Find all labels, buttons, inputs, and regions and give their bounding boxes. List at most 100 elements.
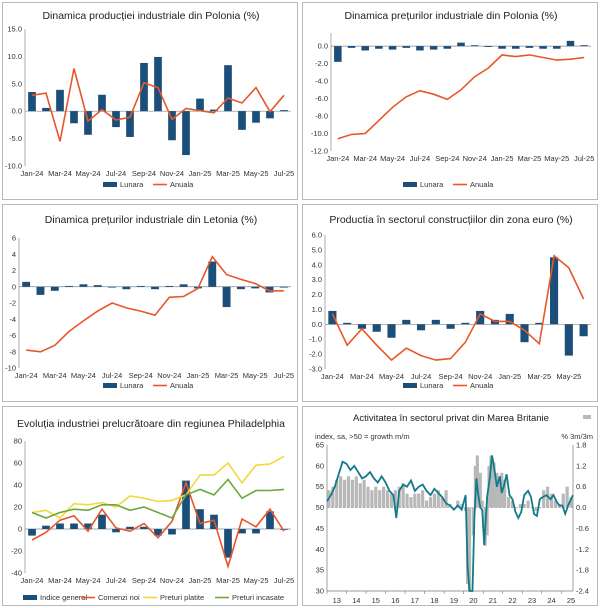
- bar-3m3m: [444, 490, 448, 508]
- bar-lunara: [564, 324, 573, 356]
- bar-lunara: [328, 310, 337, 325]
- y-tick-label-left: 45: [316, 524, 324, 533]
- x-tick-label: May-25: [556, 372, 581, 381]
- x-tick-label: Jan-24: [321, 372, 344, 381]
- x-tick-label: May-24: [75, 576, 100, 585]
- bar-lunara: [222, 286, 231, 308]
- bar-lunara: [36, 286, 45, 295]
- bar-lunara: [28, 92, 36, 112]
- bar-lunara: [525, 46, 534, 48]
- bar-lunara: [22, 281, 31, 287]
- bar-3m3m: [331, 486, 335, 508]
- x-tick-label: Jul-24: [102, 371, 122, 380]
- bar-lunara: [549, 257, 559, 325]
- bar-lunara: [98, 94, 106, 112]
- y-tick-label-right: 1.2: [576, 461, 586, 470]
- bar-3m3m: [335, 479, 339, 508]
- bar-3m3m: [498, 479, 502, 508]
- bar-3m3m: [424, 500, 429, 508]
- y-tick-label: 2: [12, 266, 16, 275]
- legend-swatch: [103, 182, 117, 187]
- chart-price-pl: Dinamica prețurilor industriale din Polo…: [311, 10, 594, 189]
- legend-swatch: [583, 415, 591, 419]
- y-tick-label-left: 30: [316, 587, 324, 596]
- x-tick-label: Jul-25: [274, 169, 294, 178]
- bar-lunara: [140, 62, 148, 112]
- bar-lunara: [279, 286, 288, 288]
- bar-lunara: [252, 111, 260, 123]
- bar-lunara: [484, 46, 493, 47]
- chart-title: Evoluția industriei prelucrătoare din re…: [17, 418, 285, 430]
- y-tick-label: -4.0: [315, 77, 328, 86]
- bar-lunara: [334, 46, 342, 62]
- y-tick-label: 1.0: [312, 305, 322, 314]
- x-tick-label: Jan-24: [21, 169, 44, 178]
- bar-indice-general: [140, 526, 148, 529]
- y-tick-label: 4: [12, 250, 16, 259]
- y-tick-label-right: 0.0: [576, 503, 586, 512]
- y-tick-label-left: 60: [316, 461, 324, 470]
- bar-lunara: [402, 46, 411, 48]
- bar-3m3m: [561, 493, 565, 508]
- bar-lunara: [511, 46, 520, 49]
- bar-3m3m: [506, 497, 511, 508]
- bar-lunara: [387, 324, 396, 338]
- bar-indice-general: [238, 529, 246, 534]
- panel-constr-ez: Productia în sectorul construcțiilor din…: [302, 204, 598, 402]
- legend-swatch: [403, 383, 417, 388]
- legend-label: Lunara: [420, 381, 444, 390]
- y-tick-label: -5.0: [9, 134, 22, 143]
- y-tick-label: 4.0: [312, 260, 322, 269]
- x-tick-label: May-24: [75, 169, 100, 178]
- bar-indice-general: [154, 529, 162, 536]
- x-tick-label: Jan-25: [491, 154, 514, 163]
- x-tick-label: 16: [391, 596, 399, 605]
- x-tick-label: 17: [411, 596, 419, 605]
- y-tick-label: -4: [9, 315, 16, 324]
- bar-indice-general: [56, 523, 64, 529]
- x-tick-label: Sep-24: [129, 371, 153, 380]
- legend-label: Lunara: [120, 180, 144, 189]
- bar-3m3m: [565, 486, 569, 508]
- bar-3m3m: [409, 497, 413, 508]
- y-tick-label: -2.0: [315, 59, 328, 68]
- bar-3m3m: [370, 490, 374, 508]
- y-tick-label: 80: [14, 437, 22, 446]
- line-anuala: [31, 68, 285, 142]
- x-tick-label: May-25: [243, 371, 268, 380]
- y-tick-label-left: 55: [316, 482, 324, 491]
- y-tick-label-right: 1.8: [576, 441, 586, 450]
- y-tick-label: -10.0: [311, 129, 328, 138]
- bar-lunara: [443, 46, 452, 49]
- right-axis-label: % 3m/3m: [561, 432, 593, 441]
- chart-title: Dinamica producției industriale din Polo…: [42, 10, 259, 22]
- y-tick-label: -10: [5, 364, 16, 373]
- chart-title: Dinamica prețurilor industriale din Polo…: [344, 10, 557, 22]
- panel-price-lv: Dinamica prețurilor industriale din Leto…: [2, 204, 298, 402]
- bar-3m3m: [428, 497, 433, 508]
- bar-indice-general: [224, 529, 232, 558]
- y-tick-label: 0: [12, 282, 16, 291]
- bar-lunara: [457, 42, 465, 47]
- bar-indice-general: [70, 523, 78, 529]
- legend-label: Lunara: [120, 381, 144, 390]
- x-tick-label: May-25: [544, 154, 569, 163]
- bar-lunara: [151, 286, 159, 290]
- bar-3m3m: [553, 500, 558, 508]
- x-tick-label: Mar-24: [353, 154, 377, 163]
- y-tick-label: 60: [14, 459, 22, 468]
- bar-lunara: [108, 286, 116, 288]
- x-tick-label: Jan-25: [498, 372, 521, 381]
- bar-lunara: [126, 111, 134, 137]
- x-tick-label: 19: [450, 596, 458, 605]
- legend-label: Anuala: [470, 381, 494, 390]
- legend-label: Comenzi noi: [98, 593, 140, 602]
- panel-uk-pmi: Activitatea în sectorul privat din Marea…: [302, 406, 598, 606]
- x-tick-label: Jan-25: [189, 576, 212, 585]
- bar-3m3m: [378, 490, 382, 508]
- bar-3m3m: [460, 504, 464, 508]
- y-tick-label: -6.0: [315, 94, 328, 103]
- bar-lunara: [347, 46, 356, 48]
- legend-label: Lunara: [420, 180, 444, 189]
- y-tick-label: -6: [9, 331, 16, 340]
